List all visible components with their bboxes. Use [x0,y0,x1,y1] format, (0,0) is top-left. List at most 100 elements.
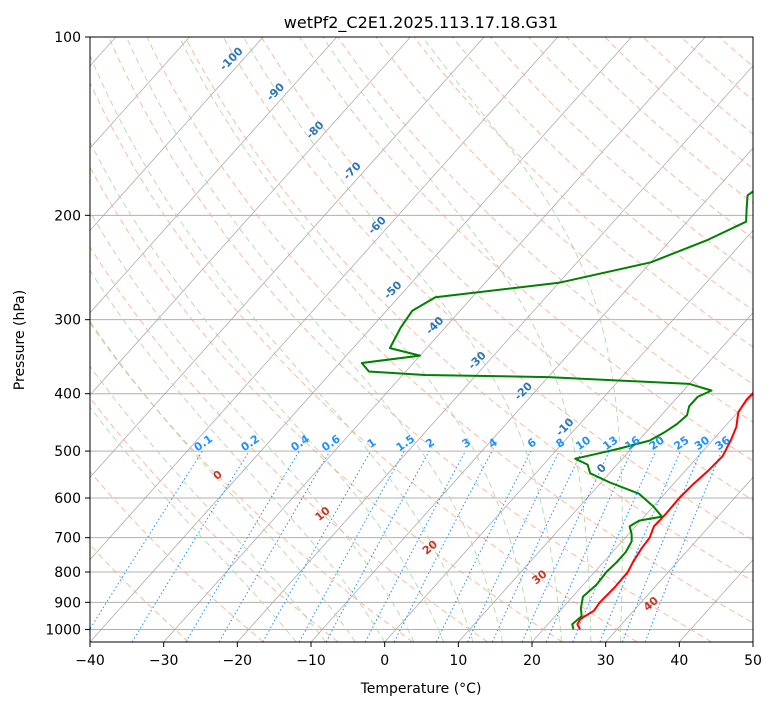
y-tick-label: 100 [54,30,81,46]
moist-adiabat-line [422,37,623,642]
background-lines [90,37,775,642]
y-axis-label: Pressure (hPa) [12,290,28,390]
moist-adiabat-line [322,37,592,642]
mixing-ratio-line [599,450,681,642]
moist-adiabat-line [90,140,445,642]
isotherm-line [163,37,706,642]
isotherm-line [679,559,753,642]
mixing-ratio-label: 25 [671,434,691,453]
moist-adiabat-line [178,37,533,642]
moist-adiabat-line [242,37,562,642]
mixing-ratio-line [262,450,372,642]
mixing-ratio-line [185,450,300,642]
mixing-ratio-line [364,450,466,642]
dry-adiabat-label: 40 [641,594,661,614]
mixing-ratio-line [467,450,560,642]
isotherm-line [605,476,753,642]
dry-adiabat-line [90,166,563,642]
mixing-ratio-label: 4 [486,436,500,451]
plot-frame [89,36,754,643]
moist-adiabat-line [90,406,297,642]
isotherm-line [90,37,338,314]
x-tick-label: 0 [380,653,389,669]
mixing-ratio-line [621,450,702,642]
mixing-ratio-label: 30 [692,433,712,453]
x-tick-label: −10 [296,653,326,669]
x-tick-label: −40 [75,653,105,669]
x-tick-label: −20 [223,653,253,669]
y-tick-label: 500 [54,444,81,460]
dry-adiabat-line [337,37,753,423]
dry-adiabat-line [718,37,753,68]
mixing-ratio-line [491,450,583,642]
isotherm-line [531,394,753,642]
moist-adiabat-label: -80 [303,118,326,141]
axis-ticks: −40 −30 −20 −10 0 10 20 30 40 5010020030040050060… [45,30,762,669]
mixing-ratio-label: 3 [460,436,474,451]
dry-adiabat-line [90,470,264,642]
dry-adiabat-label: 30 [530,567,550,587]
moist-adiabat-line [90,365,327,642]
dry-adiabat-label: 0 [211,468,225,483]
y-tick-label: 300 [54,313,81,329]
dry-adiabat-line [90,544,190,642]
isotherm-line [384,229,753,642]
dry-adiabat-line [451,37,753,311]
dry-adiabat-line [604,37,753,170]
x-tick-label: −30 [149,653,179,669]
x-tick-label: 40 [670,653,688,669]
moist-adiabat-label: -30 [466,349,489,372]
x-axis-label: Temperature (°C) [360,681,482,697]
x-tick-label: 20 [523,653,541,669]
moist-adiabat-label: -20 [512,379,535,402]
isotherm-line [90,37,264,232]
isotherm-line [90,37,190,149]
isotherm-line [310,147,753,642]
moist-adiabat-label: -70 [341,159,364,182]
moist-adiabat-line [90,320,356,642]
mixing-ratio-label: 20 [647,433,667,453]
mixing-ratio-line [218,450,331,642]
x-tick-label: 10 [449,653,467,669]
mixing-ratio-line [572,450,657,642]
moist-adiabat-line [126,37,503,642]
dry-adiabat-line [680,37,753,101]
mixing-ratio-line [545,450,633,642]
moist-adiabat-label: -10 [553,415,576,438]
mixing-ratio-line [131,450,250,642]
dry-adiabat-line [184,37,753,582]
y-tick-label: 400 [54,387,81,403]
dry-adiabat-line [566,37,753,204]
temperature-profile-line [576,391,753,630]
dry-adiabat-line [375,37,753,385]
dry-adiabat-line [90,322,414,642]
isotherm-line [90,37,411,396]
moist-adiabat-line [90,210,415,642]
dry-adiabat-line [260,37,753,501]
dry-adiabat-line [642,37,753,135]
dry-adiabat-line [90,397,339,642]
dry-adiabat-line [528,37,753,240]
moist-adiabat-label: -40 [423,314,446,337]
moist-adiabat-line [90,269,386,642]
mixing-ratio-line [90,450,203,630]
isotherm-line [90,37,559,561]
dry-adiabat-line [758,37,775,642]
dry-adiabat-line [108,37,712,642]
mixing-ratio-label: 10 [573,433,593,453]
y-tick-label: 200 [54,208,81,224]
mixing-ratio-label: 2 [423,436,437,451]
y-tick-label: 1000 [45,622,81,638]
y-tick-label: 600 [54,491,81,507]
chart-title: wetPf2_C2E1.2025.113.17.18.G31 [284,13,558,33]
y-tick-label: 900 [54,595,81,611]
profile-lines [360,190,753,630]
dry-adiabat-line [90,81,638,642]
dry-adiabat-label: 10 [313,504,333,524]
dry-adiabat-line [146,37,753,624]
mixing-ratio-line [644,450,723,642]
isotherm-line [237,65,753,642]
isotherm-line [752,641,753,642]
mixing-ratio-line [521,450,610,642]
